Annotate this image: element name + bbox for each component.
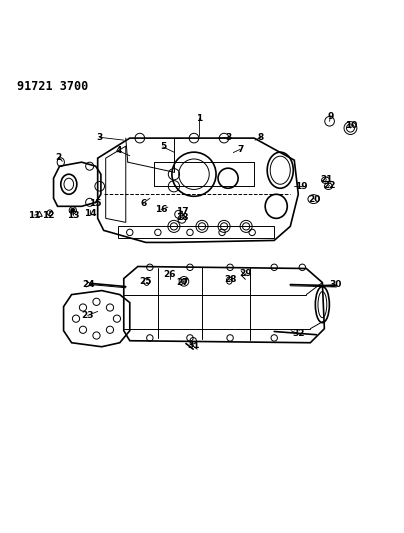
Text: 12: 12 [42, 211, 55, 220]
Text: 6: 6 [140, 199, 147, 208]
Text: 27: 27 [177, 278, 189, 287]
Text: 32: 32 [292, 329, 305, 338]
Text: 3: 3 [97, 133, 103, 142]
Text: 5: 5 [160, 142, 166, 151]
Text: 22: 22 [323, 181, 336, 190]
Text: 31: 31 [187, 341, 200, 350]
Text: 25: 25 [139, 277, 152, 286]
Circle shape [181, 279, 186, 284]
Text: 17: 17 [177, 207, 189, 216]
Text: 7: 7 [237, 145, 243, 154]
Text: 14: 14 [84, 209, 97, 218]
Text: 2: 2 [56, 153, 62, 162]
Text: 20: 20 [308, 195, 320, 204]
Text: 21: 21 [320, 174, 332, 183]
Text: 13: 13 [67, 211, 79, 220]
Text: 8: 8 [258, 133, 264, 142]
Text: 26: 26 [164, 270, 176, 279]
Text: 16: 16 [155, 205, 167, 214]
Text: 19: 19 [295, 182, 308, 191]
Text: 10: 10 [345, 121, 358, 130]
Text: 1: 1 [196, 114, 202, 123]
Text: 24: 24 [82, 280, 95, 289]
Text: 15: 15 [89, 199, 102, 208]
Text: 28: 28 [225, 275, 237, 284]
Text: 29: 29 [239, 269, 252, 278]
Text: 91721 3700: 91721 3700 [17, 80, 89, 93]
Text: 23: 23 [81, 311, 94, 320]
Text: 3: 3 [225, 133, 231, 142]
Text: 9: 9 [327, 111, 334, 120]
Text: 18: 18 [177, 213, 189, 222]
Text: 11: 11 [28, 211, 40, 220]
Text: 30: 30 [329, 280, 341, 289]
Circle shape [71, 208, 75, 212]
Text: 4: 4 [116, 147, 122, 156]
Polygon shape [37, 211, 42, 216]
